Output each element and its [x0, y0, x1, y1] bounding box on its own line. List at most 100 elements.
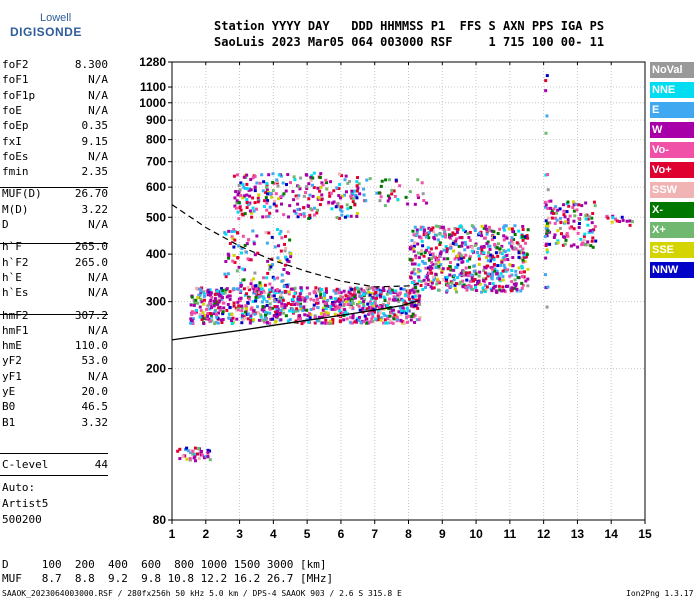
echo-point [314, 301, 318, 305]
echo-point [313, 291, 317, 295]
echo-point [347, 290, 351, 294]
echo-point [291, 310, 295, 314]
echo-point [544, 224, 548, 228]
echo-point [190, 312, 194, 316]
echo-point [445, 275, 449, 279]
echo-point [270, 286, 274, 290]
echo-point [418, 269, 422, 273]
echo-point [469, 285, 473, 289]
echo-point [448, 273, 452, 277]
echo-point [562, 213, 566, 217]
param-row: yF2 53.0 [2, 354, 108, 369]
echo-point [198, 287, 202, 291]
legend-item: Vo+ [650, 162, 694, 178]
echo-point [276, 276, 280, 280]
echo-point [611, 216, 615, 220]
echo-point [323, 303, 327, 307]
echo-point [268, 211, 272, 215]
echo-point [503, 224, 507, 228]
echo-point [305, 286, 309, 290]
echo-point [477, 254, 481, 258]
echo-point [254, 297, 258, 301]
echo-point [559, 221, 563, 225]
echo-point [221, 317, 225, 321]
echo-point [268, 311, 272, 315]
echo-point [502, 288, 506, 292]
echo-point [196, 452, 200, 456]
echo-point [437, 266, 441, 270]
echo-point [314, 294, 318, 298]
y-tick-label: 400 [146, 247, 166, 261]
echo-point [577, 226, 581, 230]
echo-point [256, 311, 260, 315]
echo-point [221, 301, 225, 305]
echo-point [279, 318, 283, 322]
echo-point [521, 224, 525, 228]
echo-point [232, 253, 236, 257]
echo-point [256, 251, 260, 255]
muf-row: MUF 8.7 8.8 9.2 9.8 10.8 12.2 16.2 26.7 … [2, 572, 334, 585]
echo-point [521, 238, 525, 242]
echo-point [498, 251, 502, 255]
echo-point [403, 293, 407, 297]
echo-point [243, 316, 247, 320]
echo-point [384, 178, 388, 182]
param-value: 265.0 [74, 255, 108, 269]
echo-point [332, 189, 336, 193]
echo-point [225, 308, 229, 312]
echo-point [419, 283, 423, 287]
echo-point [416, 289, 420, 293]
echo-point [213, 322, 217, 326]
echo-point [492, 264, 496, 268]
echo-point [621, 218, 625, 222]
echo-point [198, 305, 202, 309]
echo-point [544, 256, 548, 260]
echo-point [385, 304, 389, 308]
echo-point [329, 191, 333, 195]
echo-point [468, 271, 472, 275]
param-name: hmF2 [2, 308, 29, 322]
echo-point [277, 300, 281, 304]
x-tick-label: 7 [371, 527, 378, 541]
echo-point [630, 220, 634, 224]
echo-point [484, 256, 488, 260]
echo-point [428, 253, 432, 257]
echo-point [300, 288, 304, 292]
echo-point [488, 247, 492, 251]
echo-point [565, 202, 569, 206]
y-tick-label: 900 [146, 113, 166, 127]
echo-point [238, 304, 242, 308]
echo-point [468, 255, 472, 259]
echo-point [331, 201, 335, 205]
echo-point [341, 311, 345, 315]
echo-point [324, 287, 328, 291]
echo-point [208, 302, 212, 306]
echo-point [262, 205, 266, 209]
auto-artist: Artist5 [2, 497, 49, 510]
echo-point [272, 294, 276, 298]
legend-item: SSE [650, 242, 694, 258]
legend-item: NNW [650, 262, 694, 278]
echo-point [264, 312, 268, 316]
echo-point [408, 257, 412, 261]
echo-point [488, 282, 492, 286]
echo-point [202, 298, 206, 302]
echo-point [586, 240, 590, 244]
echo-point [336, 201, 340, 205]
param-name: B0 [2, 400, 16, 414]
echo-point [546, 216, 550, 220]
echo-point [298, 304, 302, 308]
echo-point [454, 282, 458, 286]
echo-point [301, 298, 305, 302]
echo-point [485, 232, 489, 236]
echo-point [267, 293, 271, 297]
echo-point [482, 269, 486, 273]
echo-point [572, 203, 576, 207]
echo-point [412, 249, 416, 253]
echo-point [408, 314, 412, 318]
echo-point [294, 194, 298, 198]
echo-point [401, 298, 405, 302]
echo-point [454, 243, 458, 247]
echo-point [376, 314, 380, 318]
echo-point [555, 218, 559, 222]
